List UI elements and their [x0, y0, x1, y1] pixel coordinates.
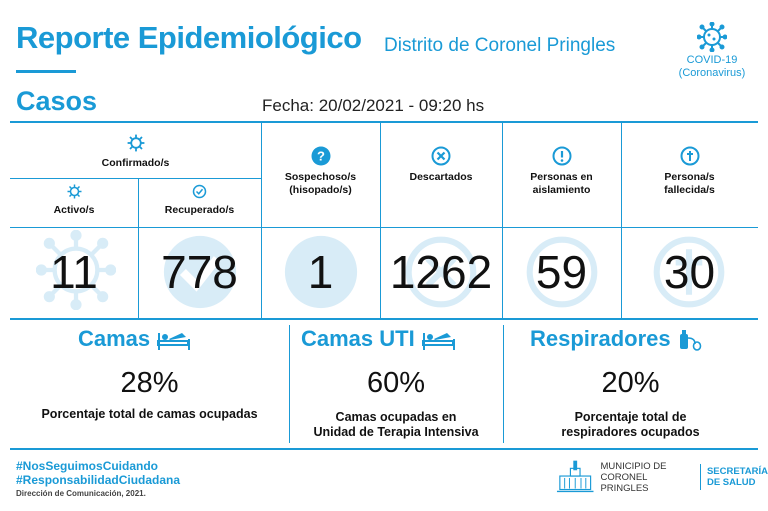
grid-v7	[503, 325, 504, 443]
grid-v1	[138, 178, 139, 319]
uti-description: Camas ocupadas en Unidad de Terapia Inte…	[289, 410, 503, 440]
activos-header: Activo/s	[10, 184, 138, 217]
covid-sublabel: (Coronavirus)	[678, 67, 746, 79]
aislamiento-header: Personas en aislamiento	[502, 146, 621, 197]
virus-icon	[127, 134, 144, 152]
grid-v6	[289, 325, 290, 443]
recuperados-label: Recuperado/s	[164, 204, 235, 216]
title-underline	[16, 70, 76, 73]
uti-label: Camas UTI	[301, 326, 415, 351]
x-circle-icon	[431, 146, 451, 166]
confirmados-header: Confirmado/s	[10, 134, 261, 170]
check-circle-icon	[192, 184, 207, 199]
camas-percent: 28%	[120, 367, 179, 399]
camas-label: Camas	[78, 326, 151, 351]
uti-description-line1: Camas ocupadas en	[335, 410, 457, 424]
grid-header-bottom	[10, 227, 758, 228]
municipio-name: MUNICIPIO DE CORONEL PRINGLES	[600, 461, 694, 494]
aislamiento-label: Personas en	[530, 171, 593, 183]
virus-icon	[67, 184, 81, 199]
camas-title: Camas	[78, 326, 192, 352]
page-title: Reporte Epidemiológico	[16, 20, 362, 55]
sospechosos-header: ? Sospechoso/s (hisopado/s)	[261, 146, 380, 197]
direccion-credit: Dirección de Comunicación, 2021.	[16, 489, 146, 498]
grid-v4	[502, 121, 503, 319]
district-subtitle: Distrito de Coronel Pringles	[384, 35, 616, 56]
camas-description: Porcentaje total de camas ocupadas	[41, 407, 258, 421]
check-circle-icon	[163, 235, 237, 309]
covid-label: COVID-19	[686, 54, 738, 66]
municipio-line2: CORONEL PRINGLES	[600, 471, 649, 494]
fallecidos-sublabel: fallecida/s	[664, 184, 715, 196]
secretaria-line2: DE SALUD	[706, 477, 756, 488]
uti-description-line2: Unidad de Terapia Intensiva	[313, 425, 479, 439]
secretaria-line1: SECRETARÍA	[706, 466, 768, 477]
respiradores-description: Porcentaje total de respiradores ocupado…	[503, 410, 758, 440]
grid-mid-left	[10, 178, 261, 179]
grid-v2	[261, 121, 262, 319]
recuperados-header: Recuperado/s	[138, 184, 261, 217]
uti-percent: 60%	[366, 367, 426, 399]
confirmados-label: Confirmado/s	[101, 157, 170, 169]
building-icon	[556, 460, 594, 493]
svg-text:?: ?	[317, 149, 325, 164]
grid-top	[10, 121, 758, 123]
respirator-icon	[679, 330, 701, 351]
exclamation-circle-icon	[526, 236, 598, 308]
respiradores-description-line2: respiradores ocupados	[561, 425, 700, 439]
respiradores-percent: 20%	[601, 367, 660, 399]
aislamiento-value: 59	[535, 246, 588, 298]
bed-icon	[157, 333, 191, 350]
grid-cases-bottom	[10, 318, 758, 320]
grid-v3	[380, 121, 381, 319]
sospechosos-label: Sospechoso/s	[284, 171, 357, 183]
grid-v5	[621, 121, 622, 319]
virus-icon	[697, 22, 727, 52]
question-circle-icon	[284, 235, 358, 309]
aislamiento-sublabel: aislamiento	[532, 184, 591, 196]
fallecidos-value: 30	[663, 246, 716, 298]
exclamation-circle-icon	[552, 146, 571, 166]
respiradores-title: Respiradores	[530, 326, 703, 352]
footer-divider	[10, 448, 758, 450]
fallecidos-label: Persona/s	[664, 171, 715, 183]
descartados-header: Descartados	[380, 146, 502, 184]
hashtag-responsabilidad: #ResponsabilidadCiudadana	[16, 473, 181, 487]
descartados-label: Descartados	[409, 171, 473, 183]
municipio-line1: MUNICIPIO DE	[600, 460, 667, 472]
municipio-separator	[699, 464, 701, 490]
covid-badge: COVID-19 (Coronavirus)	[676, 22, 748, 80]
cross-circle-icon	[653, 236, 725, 308]
uti-title: Camas UTI	[301, 326, 457, 352]
bed-icon	[421, 333, 455, 350]
virus-icon	[36, 230, 116, 310]
respiradores-description-line1: Porcentaje total de	[574, 410, 687, 424]
sospechosos-sublabel: (hisopado/s)	[289, 184, 352, 196]
secretaria-name: SECRETARÍA DE SALUD	[707, 466, 768, 488]
sospechosos-value: 1	[307, 246, 334, 298]
report-date: Fecha: 20/02/2021 - 09:20 hs	[262, 96, 485, 115]
activos-value: 11	[50, 246, 98, 298]
question-circle-icon: ?	[311, 146, 330, 166]
hashtag-cuidando: #NosSeguimosCuidando	[16, 459, 159, 473]
activos-label: Activo/s	[53, 204, 95, 216]
recuperados-value: 778	[161, 246, 238, 298]
descartados-value: 1262	[389, 246, 493, 298]
cross-circle-icon	[680, 146, 699, 166]
section-title-casos: Casos	[16, 86, 98, 116]
municipio-logo: MUNICIPIO DE CORONEL PRINGLES SECRETARÍA…	[556, 458, 768, 496]
respiradores-label: Respiradores	[530, 326, 671, 351]
x-circle-icon	[405, 236, 477, 308]
fallecidos-header: Persona/s fallecida/s	[621, 146, 758, 197]
